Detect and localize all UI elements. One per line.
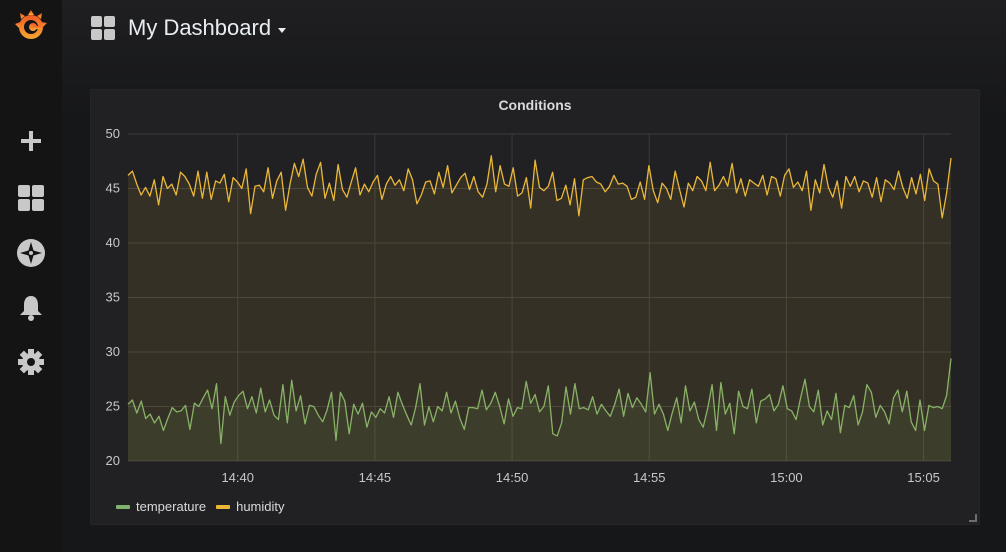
sidebar xyxy=(0,0,62,552)
dashboard-picker[interactable]: My Dashboard xyxy=(90,10,287,46)
series-area-humidity xyxy=(128,155,951,462)
main-area: My Dashboard Conditions 20 25 30 35 40 45 50 14… xyxy=(62,0,1006,552)
panel-title[interactable]: Conditions xyxy=(498,97,572,113)
legend-item-humidity[interactable]: humidity xyxy=(216,499,285,514)
series-line-temperature xyxy=(127,358,952,445)
y-tick-label-30: 30 xyxy=(106,344,120,359)
line-chart[interactable]: 20 25 30 35 40 45 50 14:40 14:45 14:50 14:55 15:00 1… xyxy=(91,90,979,490)
panel-resize-handle[interactable] xyxy=(969,514,977,522)
x-tick-label-1500: 15:00 xyxy=(770,470,803,485)
sidebar-item-explore[interactable] xyxy=(0,233,62,273)
y-tick-label-45: 45 xyxy=(106,181,120,196)
panel-conditions: Conditions 20 25 30 35 40 45 50 14:40 14:45 14:50… xyxy=(90,89,980,525)
sidebar-item-configuration[interactable] xyxy=(0,342,62,382)
grafana-logo[interactable] xyxy=(0,6,62,46)
caret-down-icon[interactable] xyxy=(278,27,287,33)
grafana-logo-icon xyxy=(15,10,47,39)
page-title[interactable]: My Dashboard xyxy=(128,15,272,40)
legend-label-humidity: humidity xyxy=(236,499,285,514)
x-tick-label-1505: 15:05 xyxy=(907,470,940,485)
series-area-temperature xyxy=(128,358,951,461)
y-tick-label-20: 20 xyxy=(106,453,120,468)
bell-icon xyxy=(20,296,42,321)
x-tick-label-1445: 14:45 xyxy=(359,470,392,485)
grid-icon xyxy=(91,16,115,40)
y-tick-label-50: 50 xyxy=(106,126,120,141)
x-tick-label-1455: 14:55 xyxy=(633,470,666,485)
compass-icon xyxy=(17,239,45,267)
sidebar-item-create[interactable] xyxy=(0,121,62,161)
legend-item-temperature[interactable]: temperature xyxy=(116,499,206,514)
sidebar-item-alerting[interactable] xyxy=(0,288,62,328)
y-tick-label-40: 40 xyxy=(106,235,120,250)
y-tick-label-25: 25 xyxy=(106,399,120,414)
plus-icon xyxy=(21,131,41,151)
legend-swatch-temperature xyxy=(116,504,130,509)
y-tick-label-35: 35 xyxy=(106,290,120,305)
x-tick-label-1440: 14:40 xyxy=(221,470,254,485)
sidebar-item-dashboards[interactable] xyxy=(0,178,62,218)
series-line-humidity xyxy=(127,155,952,219)
x-tick-label-1450: 14:50 xyxy=(496,470,529,485)
legend: temperature humidity xyxy=(116,499,285,514)
grid-icon xyxy=(18,185,44,211)
legend-label-temperature: temperature xyxy=(136,499,207,514)
legend-swatch-humidity xyxy=(216,504,231,509)
gear-icon xyxy=(18,349,44,375)
